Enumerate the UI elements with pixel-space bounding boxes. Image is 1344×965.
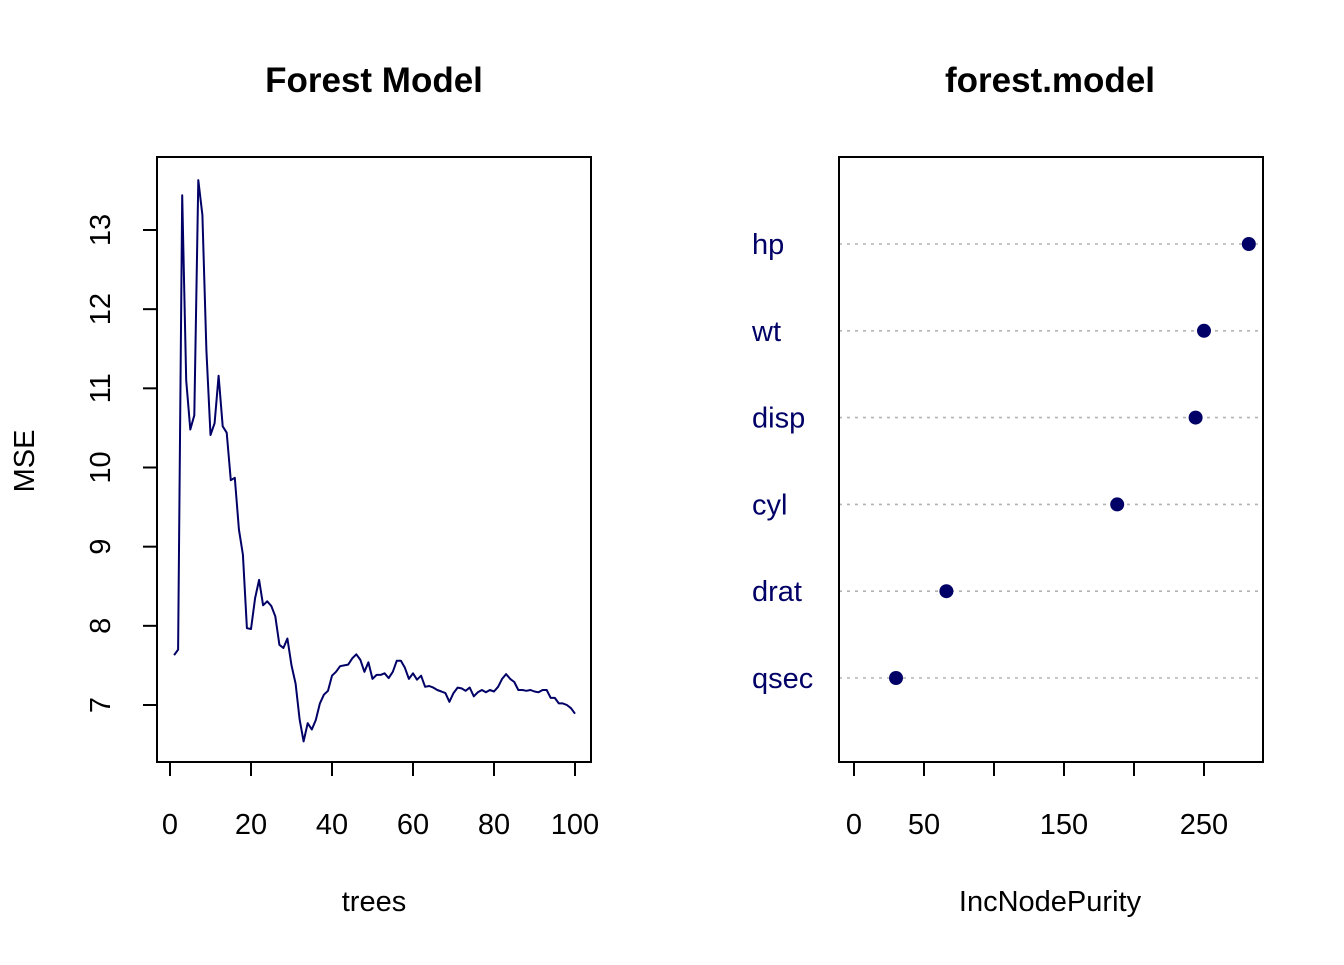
y-tick-label: 9 <box>85 539 117 555</box>
category-label: cyl <box>752 489 787 521</box>
y-tick-label: 10 <box>85 451 117 483</box>
dot-chart-gridlines <box>839 243 1263 679</box>
line-chart-y-label: MSE <box>9 430 41 493</box>
x-tick-label: 60 <box>397 809 429 841</box>
dot-chart-title: forest.model <box>945 61 1155 100</box>
dot-point <box>1241 237 1256 251</box>
x-tick-label: 40 <box>316 809 348 841</box>
x-tick-label: 20 <box>235 809 267 841</box>
dot-chart-category-labels: hp wt disp cyl drat qsec <box>751 229 813 695</box>
line-chart-title: Forest Model <box>265 61 483 100</box>
x-tick-label: 250 <box>1180 809 1228 841</box>
category-label: wt <box>751 316 781 348</box>
y-tick-label: 13 <box>85 214 117 246</box>
line-chart-x-axis: 0 20 40 60 80 100 <box>162 761 599 841</box>
line-chart-x-label: trees <box>342 886 406 918</box>
dot-point <box>889 671 903 685</box>
dot-point <box>1197 323 1211 338</box>
x-tick-label: 150 <box>1040 809 1088 841</box>
y-tick-label: 12 <box>85 293 117 325</box>
y-tick-label: 7 <box>85 697 117 713</box>
dot-chart-points <box>889 237 1256 685</box>
line-chart-panel: Forest Model 0 20 40 60 80 100 7 8 9 10 11 12 13 tr… <box>9 61 599 918</box>
y-tick-label: 11 <box>85 373 117 403</box>
category-label: qsec <box>752 663 813 695</box>
dot-chart-x-axis: 0 50 150 250 <box>846 761 1228 841</box>
line-chart-frame <box>156 156 592 763</box>
dot-chart-panel: forest.model 0 50 150 250 hp wt disp cyl drat qs… <box>751 61 1264 918</box>
category-label: drat <box>752 576 802 608</box>
category-label: hp <box>752 229 784 261</box>
line-chart-y-axis: 7 8 9 10 11 12 13 <box>85 214 158 713</box>
y-tick-label: 8 <box>85 618 117 634</box>
dot-point <box>1188 410 1203 425</box>
category-label: disp <box>752 403 805 435</box>
dot-chart-x-label: IncNodePurity <box>959 886 1142 918</box>
mse-series-line <box>173 179 576 743</box>
x-tick-label: 0 <box>162 809 178 841</box>
dot-point <box>939 584 954 599</box>
x-tick-label: 50 <box>908 809 940 841</box>
x-tick-label: 0 <box>846 809 862 841</box>
dot-chart-frame <box>838 156 1264 763</box>
x-tick-label: 100 <box>551 809 599 841</box>
x-tick-label: 80 <box>478 809 510 841</box>
dot-point <box>1110 497 1125 512</box>
